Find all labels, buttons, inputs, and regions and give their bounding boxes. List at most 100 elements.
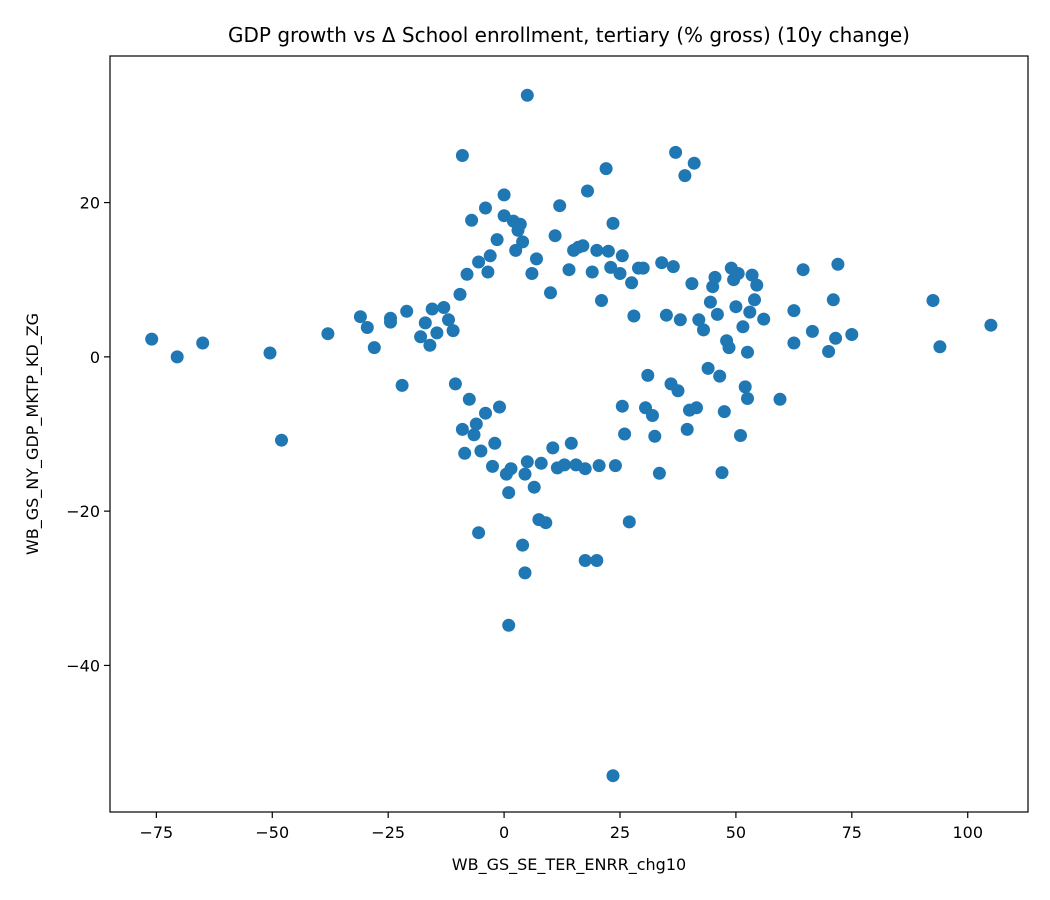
data-point [367,341,381,355]
data-point [710,307,724,321]
data-point [692,313,706,327]
data-point [455,422,469,436]
y-tick-label: −20 [66,502,100,521]
data-point [263,346,277,360]
x-tick-label: 75 [842,823,862,842]
x-axis-ticks: −75 −50 −25 0 25 50 75 100 [139,812,983,842]
data-point [655,256,669,270]
data-point [472,255,486,269]
data-point [636,261,650,275]
data-point [615,249,629,263]
data-point [460,267,474,281]
data-point [585,265,599,279]
data-point [548,229,562,243]
data-point [648,429,662,443]
data-point [557,458,571,472]
y-axis-ticks: −40 −20 0 20 [66,194,110,675]
data-point [465,213,479,227]
data-point [483,249,497,263]
data-point [400,304,414,318]
data-point [504,462,518,476]
data-point [592,459,606,473]
data-point [618,427,632,441]
data-point [926,294,940,307]
data-point [678,169,692,183]
data-point [437,301,451,314]
data-point [520,88,534,102]
data-point [731,267,745,280]
data-point [590,243,604,257]
data-point [423,338,437,352]
data-point [652,466,666,480]
data-point [680,422,694,436]
data-point [715,466,729,480]
data-point [539,516,553,530]
data-point [933,340,947,354]
data-point [671,384,685,398]
y-tick-label: −40 [66,656,100,675]
data-point [360,321,374,334]
data-point [481,265,495,279]
data-point [627,309,641,323]
data-point [564,436,578,450]
data-point [734,429,747,442]
data-point [490,233,504,247]
data-point [845,328,859,341]
data-point [717,405,731,419]
x-tick-label: 0 [499,823,509,842]
chart-title: GDP growth vs Δ School enrollment, terti… [228,23,910,47]
data-point [518,467,532,481]
data-point [713,369,727,383]
data-point [469,417,483,431]
data-point [462,392,476,406]
data-point [773,392,787,406]
data-point [701,361,715,375]
data-point [703,295,717,309]
data-point [453,287,467,301]
data-point [787,304,801,318]
data-point [578,554,592,567]
data-point [669,145,683,159]
x-tick-label: 100 [952,823,983,842]
data-point [474,444,488,458]
data-point [513,217,527,231]
data-point [448,377,462,391]
data-point [625,276,639,290]
data-point [805,324,819,338]
data-point [829,331,843,345]
data-point [486,459,499,473]
data-point [520,455,534,469]
x-tick-label: 50 [726,823,746,842]
data-point [748,293,761,307]
data-point [458,446,472,460]
data-point [750,278,764,292]
data-point [826,293,840,307]
data-point [729,300,743,314]
data-point [442,313,455,327]
data-point [525,267,539,280]
data-point [673,313,687,327]
x-tick-label: −75 [139,823,173,842]
data-point [488,436,502,450]
data-point [353,310,367,324]
data-point [757,312,771,326]
data-point [608,459,622,473]
data-point [321,327,335,341]
data-point [472,526,486,540]
data-point [690,401,703,415]
data-point [497,188,511,202]
data-point [544,286,557,300]
data-point [736,320,750,334]
data-point [534,456,548,470]
data-point [527,480,541,494]
data-point [722,341,736,355]
data-point [562,263,576,277]
data-point [502,486,516,500]
data-point [708,270,722,284]
data-point [984,318,998,332]
points-layer [145,88,998,783]
data-point [502,618,516,632]
data-point [455,149,469,162]
y-tick-label: 20 [80,194,100,213]
